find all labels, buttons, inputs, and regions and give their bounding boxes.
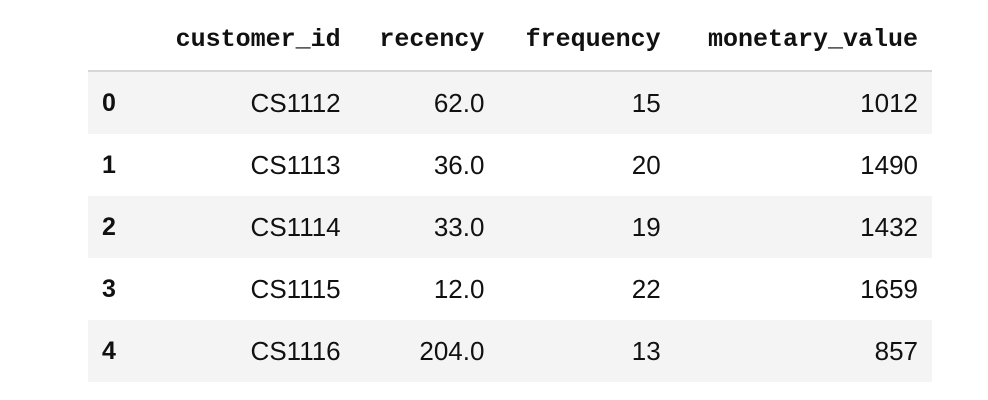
cell-monetary-value: 857 <box>874 335 918 366</box>
row-index: 2 <box>102 212 116 241</box>
table-row: 2 CS1114 33.0 19 1432 <box>88 196 932 258</box>
cell-recency: 62.0 <box>433 87 485 118</box>
cell-frequency: 15 <box>631 87 661 118</box>
table-body: 0 CS1112 62.0 15 1012 1 CS1113 36.0 20 1… <box>88 71 932 382</box>
cell-frequency: 19 <box>631 211 661 242</box>
table-header: customer_id recency frequency monetary_v… <box>88 8 932 72</box>
cell-recency: 12.0 <box>433 273 485 304</box>
cell-monetary-value: 1490 <box>860 149 918 180</box>
cell-monetary-value: 1659 <box>860 273 918 304</box>
cell-frequency: 20 <box>631 149 661 180</box>
column-header-monetary-value: monetary_value <box>674 8 932 72</box>
table-row: 4 CS1116 204.0 13 857 <box>88 320 932 382</box>
cell-recency: 204.0 <box>419 335 485 366</box>
cell-customer-id: CS1116 <box>250 335 341 366</box>
header-row: customer_id recency frequency monetary_v… <box>88 8 932 72</box>
cell-customer-id: CS1114 <box>250 211 341 242</box>
column-header-recency: recency <box>354 8 499 72</box>
column-header-customer-id: customer_id <box>146 8 355 72</box>
table-row: 3 CS1115 12.0 22 1659 <box>88 258 932 320</box>
cell-frequency: 22 <box>631 273 661 304</box>
row-index: 3 <box>102 274 116 303</box>
index-column-header <box>88 8 146 72</box>
cell-recency: 36.0 <box>433 149 485 180</box>
cell-customer-id: CS1113 <box>250 149 341 180</box>
cell-monetary-value: 1432 <box>860 211 918 242</box>
cell-monetary-value: 1012 <box>860 87 918 118</box>
row-index: 0 <box>102 88 116 117</box>
cell-recency: 33.0 <box>433 211 485 242</box>
cell-customer-id: CS1115 <box>250 273 341 304</box>
column-header-frequency: frequency <box>498 8 675 72</box>
cell-frequency: 13 <box>631 335 661 366</box>
table-row: 1 CS1113 36.0 20 1490 <box>88 134 932 196</box>
dataframe-table: customer_id recency frequency monetary_v… <box>88 8 932 382</box>
cell-customer-id: CS1112 <box>250 87 341 118</box>
table-row: 0 CS1112 62.0 15 1012 <box>88 71 932 134</box>
row-index: 4 <box>102 336 116 365</box>
row-index: 1 <box>102 150 116 179</box>
